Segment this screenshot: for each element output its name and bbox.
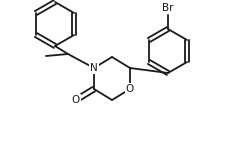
Text: N: N [90,63,97,73]
Text: O: O [125,84,134,94]
Text: O: O [72,95,80,105]
Text: Br: Br [161,3,173,13]
